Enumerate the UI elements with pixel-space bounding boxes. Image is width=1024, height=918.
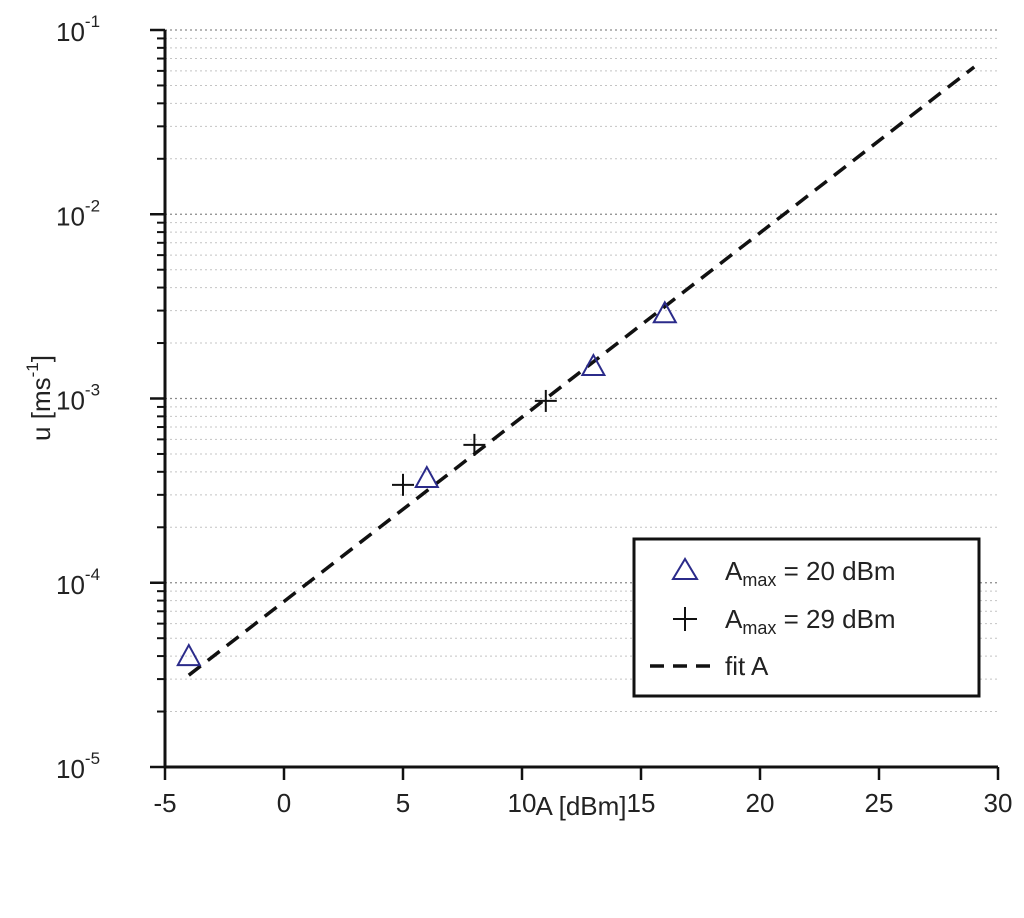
legend-entry-amax29: Amax = 29 dBm [725,604,896,638]
x-tick-label: 10 [508,788,537,818]
gridlines [165,29,998,713]
y-axis-title-close: ] [26,355,56,362]
y-tick-label: 10-4 [56,565,100,600]
legend: Amax = 20 dBm Amax = 29 dBm fit A [632,537,981,698]
data-markers [176,300,678,667]
y-axis-title: u [ms-1] [23,355,56,441]
legend-entry-amax29-sub: max [742,618,776,638]
legend-entry-amax29-main: A [725,604,743,634]
svg-text:u [ms-1]: u [ms-1] [23,355,56,441]
triangle-point [580,352,607,377]
y-tick-label: 10-1 [56,12,100,47]
y-axis-title-exp: -1 [23,362,42,377]
x-axis-title: A [dBm] [535,791,626,821]
y-tick-label: 10-3 [56,381,100,416]
plus-point [534,389,557,412]
legend-entry-amax20-rest: = 20 dBm [776,556,895,586]
legend-entry-amax20-main: A [725,556,743,586]
x-tick-label: -5 [153,788,176,818]
legend-triangle-marker [671,557,699,580]
y-axis-title-base: u [ms [26,377,56,441]
legend-box [632,537,981,698]
triangle-point [414,464,440,489]
legend-entry-fit: fit A [725,651,769,681]
plus-point [392,473,414,496]
x-tick-label: 15 [627,788,656,818]
y-tick-label: 10-5 [56,749,100,784]
triangle-point [176,642,202,667]
x-tick-label: 20 [746,788,775,818]
legend-entry-amax29-rest: = 29 dBm [776,604,895,634]
x-tick-label: 25 [865,788,894,818]
legend-entry-amax20-sub: max [742,570,776,590]
y-ticks: 10-5 10-4 10-3 10-2 10-1 [56,12,165,784]
x-tick-label: 5 [396,788,410,818]
x-tick-label: 0 [277,788,291,818]
x-tick-label: 30 [984,788,1013,818]
x-ticks: -5 0 5 10 15 20 25 30 [153,767,1012,818]
triangle-point [652,300,678,324]
y-tick-label: 10-2 [56,196,100,231]
fit-line [187,65,976,677]
plus-point [463,433,486,456]
legend-entry-amax20: Amax = 20 dBm [725,556,896,590]
fit-layer [187,65,976,677]
